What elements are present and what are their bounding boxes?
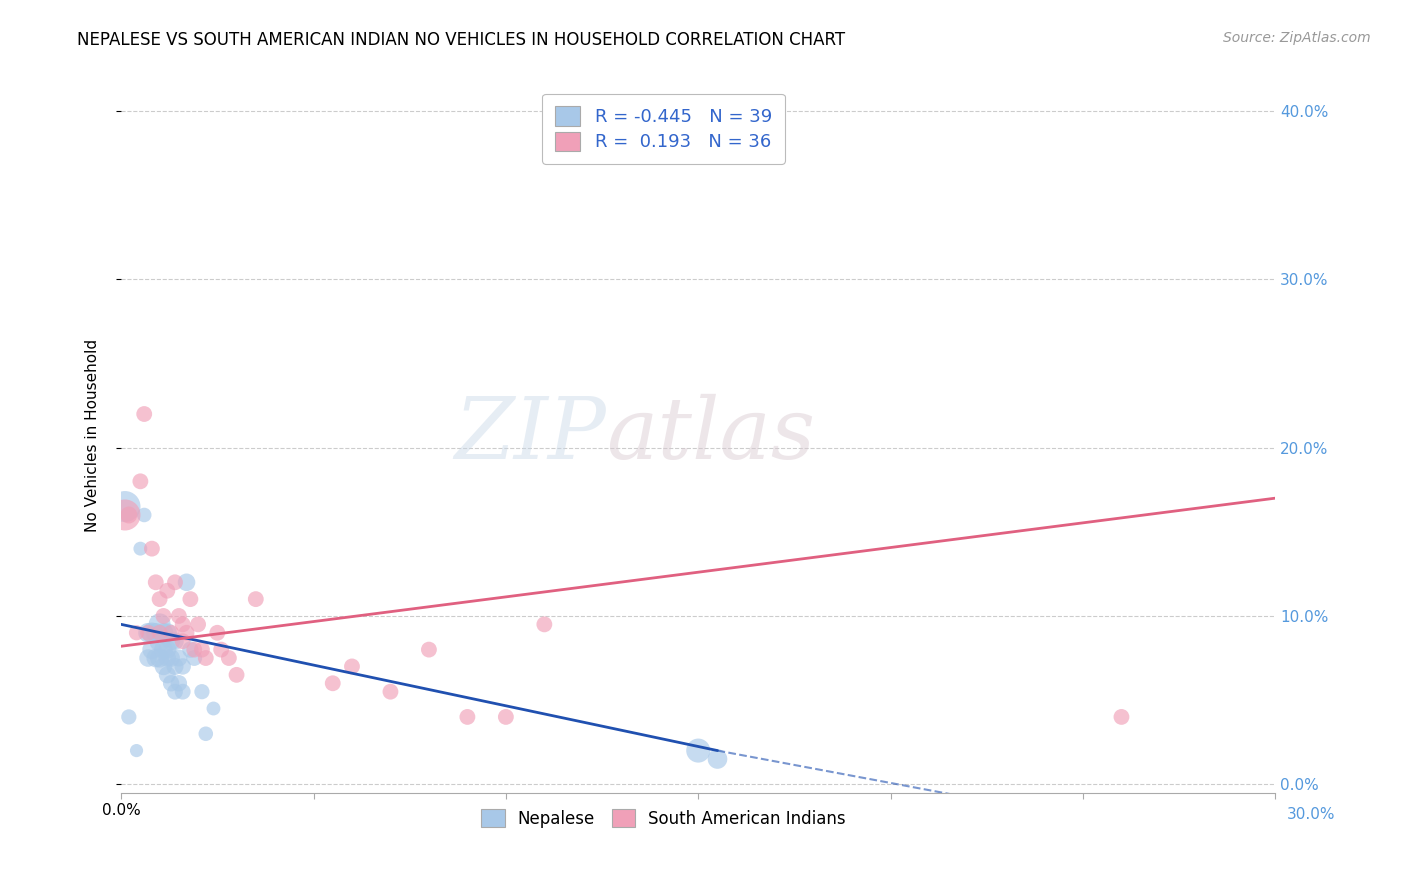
Point [172, 617, 194, 632]
Text: ZIP: ZIP [454, 393, 606, 476]
Point [167, 609, 190, 624]
Point [456, 710, 478, 724]
Point [160, 625, 183, 640]
Point [225, 668, 247, 682]
Point [183, 642, 205, 657]
Point [141, 642, 163, 657]
Point [160, 634, 183, 648]
Point [172, 634, 194, 648]
Point [134, 407, 156, 421]
Point [533, 617, 555, 632]
Point [149, 651, 172, 665]
Point [172, 684, 194, 698]
Point [340, 659, 363, 673]
Point [163, 634, 186, 648]
Point [202, 701, 225, 715]
Point [136, 625, 159, 640]
Point [183, 651, 205, 665]
Point [495, 710, 517, 724]
Point [129, 541, 152, 556]
Point [163, 575, 186, 590]
Point [176, 625, 198, 640]
Point [380, 684, 402, 698]
Point [156, 651, 179, 665]
Point [156, 625, 179, 640]
Point [129, 475, 152, 489]
Point [1111, 710, 1133, 724]
Point [152, 659, 174, 673]
Point [167, 651, 190, 665]
Point [156, 583, 179, 598]
Point [114, 500, 136, 514]
Text: NEPALESE VS SOUTH AMERICAN INDIAN NO VEHICLES IN HOUSEHOLD CORRELATION CHART: NEPALESE VS SOUTH AMERICAN INDIAN NO VEH… [77, 31, 845, 49]
Point [172, 659, 194, 673]
Point [152, 609, 174, 624]
Point [187, 617, 209, 632]
Point [163, 659, 186, 673]
Legend: Nepalese, South American Indians: Nepalese, South American Indians [474, 803, 852, 834]
Point [179, 642, 201, 657]
Point [167, 676, 190, 690]
Point [145, 651, 167, 665]
Point [245, 592, 267, 607]
Point [176, 575, 198, 590]
Point [152, 642, 174, 657]
Point [114, 508, 136, 522]
Point [152, 625, 174, 640]
Point [179, 592, 201, 607]
Point [149, 617, 172, 632]
Point [322, 676, 344, 690]
Point [141, 541, 163, 556]
Point [156, 642, 179, 657]
Point [149, 634, 172, 648]
Point [156, 668, 179, 682]
Point [194, 727, 217, 741]
Point [160, 676, 183, 690]
Point [118, 710, 141, 724]
Point [125, 743, 148, 757]
Point [160, 651, 183, 665]
Point [191, 684, 214, 698]
Point [207, 625, 229, 640]
Point [125, 625, 148, 640]
Point [136, 625, 159, 640]
Point [145, 575, 167, 590]
Point [194, 651, 217, 665]
Point [209, 642, 232, 657]
Point [134, 508, 156, 522]
Point [218, 651, 240, 665]
Point [191, 642, 214, 657]
Y-axis label: No Vehicles in Household: No Vehicles in Household [86, 338, 100, 532]
Point [706, 752, 728, 766]
Point [141, 625, 163, 640]
Point [418, 642, 440, 657]
Point [118, 508, 141, 522]
Text: atlas: atlas [606, 393, 815, 476]
Point [149, 625, 172, 640]
Point [149, 592, 172, 607]
Point [163, 684, 186, 698]
Point [145, 625, 167, 640]
Text: 30.0%: 30.0% [1286, 807, 1336, 822]
Text: Source: ZipAtlas.com: Source: ZipAtlas.com [1223, 31, 1371, 45]
Point [688, 743, 710, 757]
Point [136, 651, 159, 665]
